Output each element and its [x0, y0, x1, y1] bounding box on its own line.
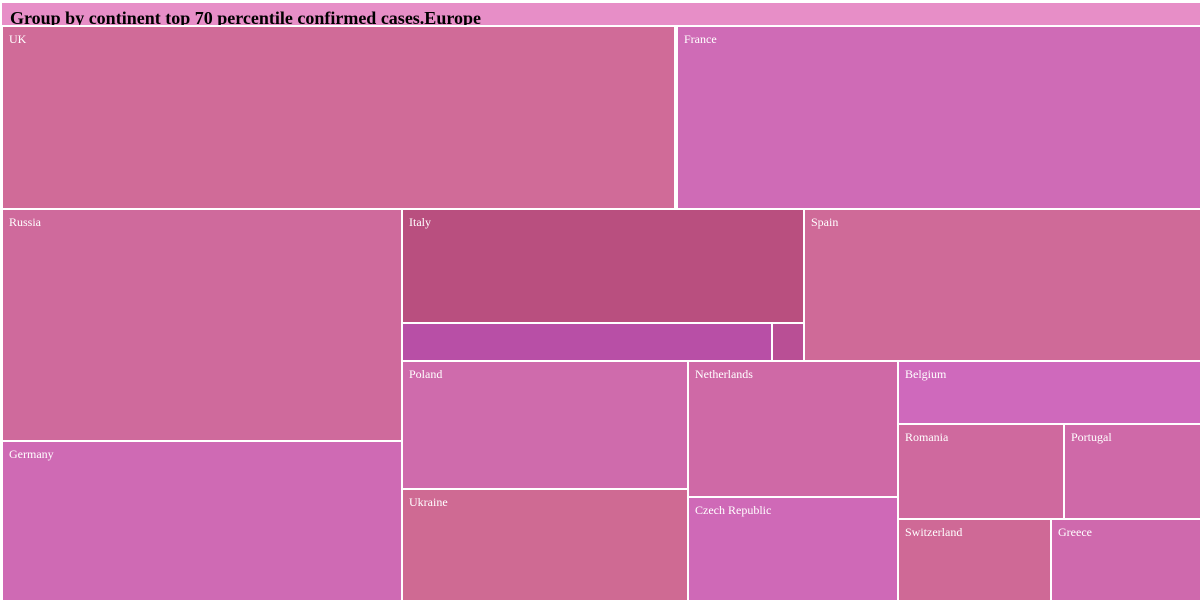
tile-switzerland[interactable] [897, 518, 1052, 602]
tile-label-spain: Spain [811, 215, 838, 229]
tile-france[interactable] [676, 25, 1202, 210]
tile-portugal[interactable] [1063, 423, 1202, 520]
tile-uk[interactable] [1, 25, 676, 210]
tile-belgium[interactable] [897, 360, 1202, 425]
tile-germany[interactable] [1, 440, 403, 602]
chart-title: Group by continent top 70 percentile con… [10, 8, 481, 28]
tile-greece[interactable] [1050, 518, 1202, 602]
tile-spain[interactable] [803, 208, 1202, 362]
tile-label-romania: Romania [905, 430, 949, 444]
tile-label-russia: Russia [9, 215, 42, 229]
tile-label-italy: Italy [409, 215, 431, 229]
title-band [2, 3, 1200, 26]
tile-italy-sub-b[interactable] [771, 322, 805, 362]
tile-label-poland: Poland [409, 367, 442, 381]
tile-label-ukraine: Ukraine [409, 495, 448, 509]
tile-poland[interactable] [401, 360, 689, 490]
tile-label-france: France [684, 32, 717, 46]
tile-label-czech-republic: Czech Republic [695, 503, 771, 517]
tile-label-greece: Greece [1058, 525, 1092, 539]
tile-romania[interactable] [897, 423, 1065, 520]
tile-label-germany: Germany [9, 447, 54, 461]
tile-italy[interactable] [401, 208, 805, 324]
tile-ukraine[interactable] [401, 488, 689, 602]
tile-label-netherlands: Netherlands [695, 367, 753, 381]
tile-russia[interactable] [1, 208, 403, 442]
tile-label-belgium: Belgium [905, 367, 947, 381]
tile-label-portugal: Portugal [1071, 430, 1112, 444]
tile-label-uk: UK [9, 32, 27, 46]
tile-italy-sub-a[interactable] [401, 322, 773, 362]
tile-netherlands[interactable] [687, 360, 899, 498]
tile-label-switzerland: Switzerland [905, 525, 962, 539]
